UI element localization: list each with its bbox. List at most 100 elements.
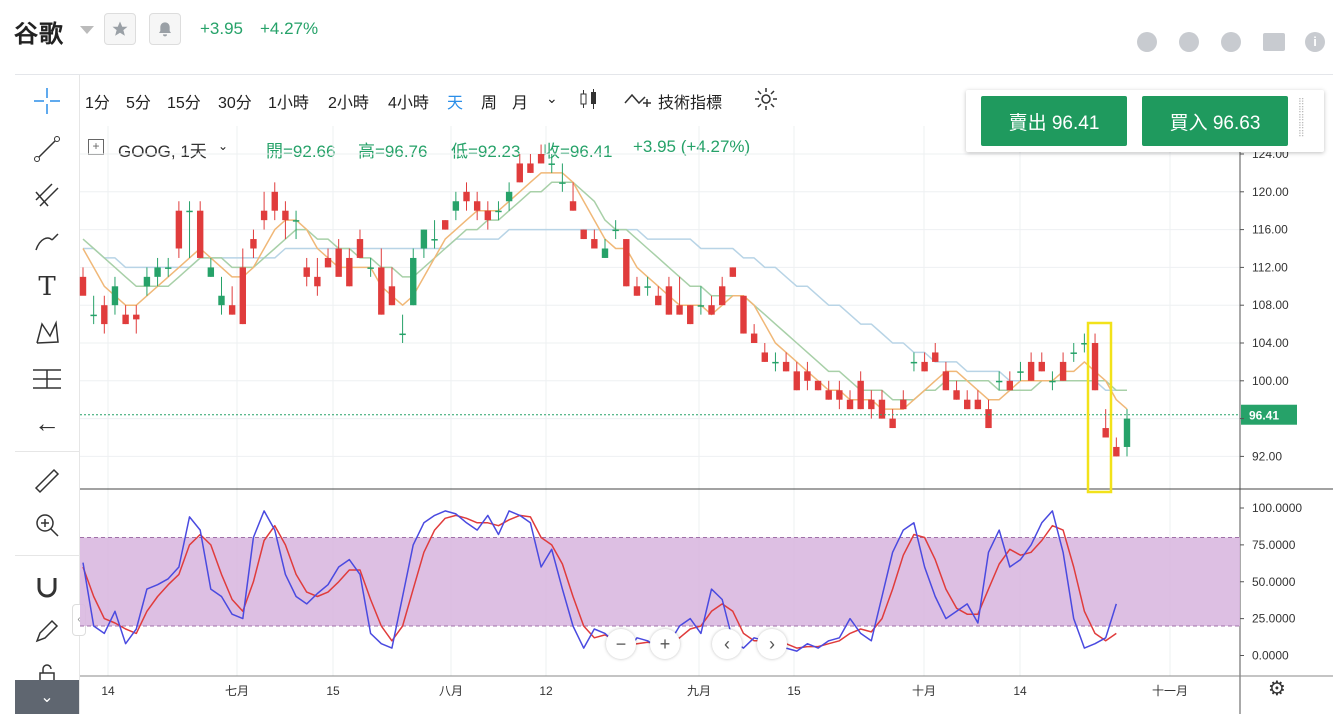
osc-tick-label: 0.0000	[1252, 649, 1289, 663]
candle-body	[772, 361, 779, 364]
timeframe-3[interactable]: 30分	[218, 95, 252, 112]
indicators-label[interactable]: 技術指標	[658, 95, 723, 112]
candle-body	[910, 361, 918, 364]
timeframe-2[interactable]: 15分	[167, 95, 201, 112]
candle-type-icon[interactable]	[578, 88, 600, 115]
candle-body	[218, 295, 225, 306]
time-label: 十一月	[1152, 684, 1188, 698]
candle-body	[399, 333, 406, 336]
candle-body	[410, 257, 417, 306]
stats-icon[interactable]	[1263, 33, 1285, 51]
symbol-dropdown-icon[interactable]	[80, 26, 94, 34]
candle-body	[303, 267, 310, 277]
pie-chart-icon[interactable]	[1137, 32, 1157, 52]
timeframe-9[interactable]: 月	[512, 95, 529, 112]
fib-icon[interactable]	[15, 177, 79, 213]
candle-body	[1123, 418, 1131, 447]
timeframe-7[interactable]: 天	[447, 95, 464, 112]
candle-body	[718, 286, 726, 306]
chevron-down-icon[interactable]: ⌄	[15, 680, 79, 714]
legend-change: +3.95 (+4.27%)	[633, 137, 751, 156]
zoom-in-icon[interactable]	[15, 507, 79, 543]
candle-body	[1049, 380, 1056, 383]
trade-panel: 賣出 96.41 買入 96.63 ⠿ ⠿ ⠿ ⠿ ⠿	[966, 90, 1324, 152]
candle-body	[442, 220, 449, 230]
time-label: 七月	[225, 684, 249, 698]
legend-close: 收=96.41	[543, 142, 613, 161]
chevron-down-icon[interactable]: ⌄	[546, 90, 558, 106]
price-tick-label: 112.00	[1252, 260, 1288, 274]
candle-body	[729, 267, 737, 277]
settings-gear-icon[interactable]	[753, 86, 779, 117]
timeframe-5[interactable]: 2小時	[328, 95, 369, 112]
drawing-toolbar: T ← ⌄	[15, 75, 80, 714]
compass-icon[interactable]	[1179, 32, 1199, 52]
time-label: 15	[326, 684, 340, 698]
candle-body	[1027, 361, 1035, 381]
time-label: 九月	[687, 684, 711, 698]
pencil-lock-icon[interactable]	[15, 613, 79, 649]
candle-body	[1017, 371, 1024, 373]
info-icon[interactable]: i	[1305, 32, 1325, 52]
candle-body	[580, 229, 587, 240]
candle-body	[708, 305, 715, 315]
change-abs: +3.95	[200, 19, 244, 38]
candle-body	[165, 267, 172, 269]
ruler-icon[interactable]	[15, 463, 79, 499]
zoom-in-button[interactable]: +	[650, 629, 680, 659]
timeframe-6[interactable]: 4小時	[388, 95, 429, 112]
candle-body	[687, 305, 694, 325]
candle-body	[335, 248, 342, 277]
candle-body	[431, 239, 438, 241]
candle-body	[623, 239, 630, 287]
timeframe-4[interactable]: 1小時	[268, 95, 309, 112]
crosshair-icon[interactable]	[15, 83, 79, 119]
bell-icon[interactable]	[149, 13, 181, 45]
timeframe-0[interactable]: 1分	[85, 95, 110, 112]
chart-settings-gear-icon[interactable]: ⚙	[1268, 678, 1286, 700]
zoom-out-button[interactable]: −	[606, 629, 636, 659]
price-tick-label: 116.00	[1252, 223, 1288, 237]
candle-body	[1102, 428, 1109, 438]
candle-body	[591, 239, 598, 249]
candle-body	[90, 314, 97, 317]
candle-body	[1070, 352, 1077, 354]
candle-body	[793, 371, 800, 391]
legend-symbol[interactable]: GOOG, 1天	[118, 142, 207, 161]
drag-handle-icon[interactable]: ⠿ ⠿ ⠿ ⠿ ⠿	[1298, 97, 1307, 139]
buy-button[interactable]: 買入 96.63	[1142, 96, 1288, 146]
candle-body	[388, 286, 396, 306]
candle-body	[836, 390, 843, 400]
candle-body	[900, 399, 907, 410]
pattern-icon[interactable]	[15, 315, 79, 351]
timeframe-8[interactable]: 周	[481, 95, 498, 112]
indicators-icon[interactable]	[623, 89, 653, 114]
candle-body	[537, 154, 545, 164]
toolbar-divider	[15, 451, 79, 452]
brush-icon[interactable]	[15, 223, 79, 259]
candle-body	[1006, 380, 1014, 391]
candle-body	[889, 418, 896, 429]
navigation-icon[interactable]	[1221, 32, 1241, 52]
trendline-icon[interactable]	[15, 131, 79, 167]
measure-lines-icon[interactable]	[15, 361, 79, 397]
scroll-left-button[interactable]: ‹	[712, 629, 742, 659]
osc-tick-label: 75.0000	[1252, 538, 1296, 552]
candle-body	[612, 229, 619, 232]
oscillator-band	[80, 537, 1240, 626]
candle-body	[974, 399, 982, 410]
sell-button[interactable]: 賣出 96.41	[981, 96, 1127, 146]
candle-body	[740, 295, 747, 334]
back-arrow-icon[interactable]: ←	[34, 407, 60, 438]
time-label: 14	[101, 684, 115, 698]
text-tool-icon[interactable]: T	[38, 272, 56, 302]
toolbar-divider	[15, 555, 79, 556]
candle-body	[782, 361, 790, 372]
star-icon[interactable]	[104, 13, 136, 45]
scroll-right-button[interactable]: ›	[757, 629, 787, 659]
timeframe-1[interactable]: 5分	[126, 95, 151, 112]
chevron-down-icon[interactable]: ⌄	[218, 139, 229, 153]
last-price-label: 96.41	[1249, 409, 1279, 423]
magnet-icon[interactable]	[15, 569, 79, 605]
